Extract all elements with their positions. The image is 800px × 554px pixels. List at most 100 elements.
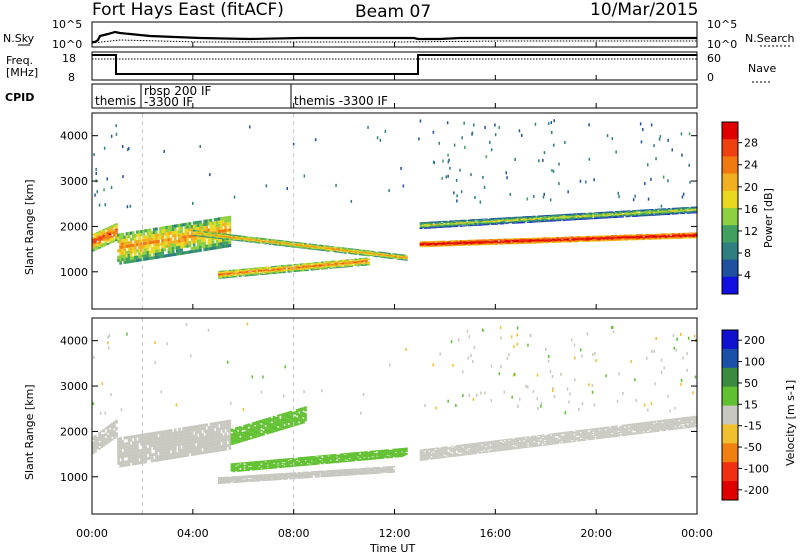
power-cell [285, 244, 288, 246]
power-cell [484, 223, 488, 225]
power-cell [531, 215, 534, 217]
power-cell [682, 210, 685, 212]
power-cell [661, 214, 664, 216]
freq-label: Freq. [6, 54, 33, 67]
power-cell [505, 219, 509, 221]
power-cell [369, 252, 372, 254]
power-cell [688, 234, 692, 236]
power-cell [226, 276, 230, 278]
velocity-cell [108, 424, 112, 427]
velocity-cell [119, 452, 122, 456]
power-cell [566, 217, 570, 218]
power-scatter-cell [533, 195, 535, 199]
power-scatter-cell [543, 151, 546, 155]
power-cell [577, 237, 580, 239]
power-cell [293, 271, 297, 272]
power-cell [451, 223, 454, 225]
power-cell [585, 237, 589, 239]
power-cell [451, 225, 454, 227]
power-cell [669, 211, 673, 213]
power-cell [197, 234, 200, 236]
power-cell [155, 252, 158, 256]
power-cell [125, 232, 129, 236]
power-cell [205, 232, 209, 234]
power-cell [209, 232, 213, 234]
power-cell [453, 224, 456, 226]
power-cell [96, 237, 99, 239]
power-cell [285, 240, 288, 242]
power-cell [344, 263, 347, 265]
power-cell [592, 215, 595, 216]
power-cell [669, 213, 673, 215]
power-cell [312, 269, 316, 271]
power-cell [583, 218, 587, 220]
power-scatter-cell [551, 169, 553, 172]
power-cell [270, 267, 274, 269]
power-cell [539, 216, 543, 217]
power-cell [613, 236, 616, 238]
power-cell [276, 240, 280, 242]
power-cell [430, 221, 433, 223]
power-cell [491, 221, 494, 223]
power-cell [526, 218, 530, 220]
power-cell [321, 264, 324, 266]
power-scatter-cell [618, 195, 620, 199]
power-cell [598, 214, 601, 216]
power-cell [667, 238, 671, 240]
power-cell [524, 240, 528, 242]
power-cell [436, 223, 440, 225]
power-cell [176, 252, 179, 256]
power-cell [369, 251, 372, 253]
power-cell [325, 266, 328, 268]
power-cell [501, 238, 505, 240]
power-cell [295, 243, 299, 245]
velocity-cell [106, 441, 110, 444]
velocity-cell [136, 434, 139, 438]
power-cell [161, 235, 164, 239]
power-cell [522, 238, 526, 240]
power-cell [260, 241, 263, 243]
power-cell [537, 220, 540, 221]
power-cell [314, 244, 318, 246]
power-cell [268, 271, 272, 273]
power-cell [547, 218, 551, 220]
power-cell [344, 260, 347, 262]
power-cell [528, 220, 532, 222]
power-cell [230, 270, 234, 272]
power-cell [606, 216, 610, 218]
velocity-cell [136, 461, 139, 465]
power-cell [218, 277, 221, 279]
power-cell [331, 265, 335, 267]
velocity-cell [108, 440, 112, 442]
power-cell [592, 238, 595, 240]
power-cell [339, 263, 343, 264]
power-scatter-cell [509, 192, 512, 196]
power-cell [547, 238, 551, 240]
power-cell [337, 261, 341, 263]
power-cell [356, 263, 360, 264]
power-cell [528, 219, 532, 221]
power-cell [348, 248, 351, 250]
power-cell [573, 214, 576, 216]
power-cell [543, 221, 547, 222]
power-cell [444, 222, 448, 224]
power-cell [213, 243, 217, 247]
velocity-cell [140, 458, 143, 461]
power-cell [255, 272, 259, 274]
power-cell [470, 221, 473, 223]
power-cell [673, 211, 677, 213]
power-cell [507, 240, 511, 242]
power-cell [436, 242, 440, 244]
power-cell [253, 269, 257, 271]
power-cell [560, 236, 564, 238]
power-cell [564, 241, 568, 242]
power-cell [684, 211, 688, 212]
power-cell [390, 254, 393, 256]
power-cell [686, 210, 690, 212]
power-cell [318, 265, 322, 267]
power-cell [260, 240, 263, 242]
velocity-cell [129, 453, 133, 457]
power-cell [499, 223, 503, 225]
velocity-cell [144, 442, 148, 446]
power-cell [690, 236, 694, 238]
